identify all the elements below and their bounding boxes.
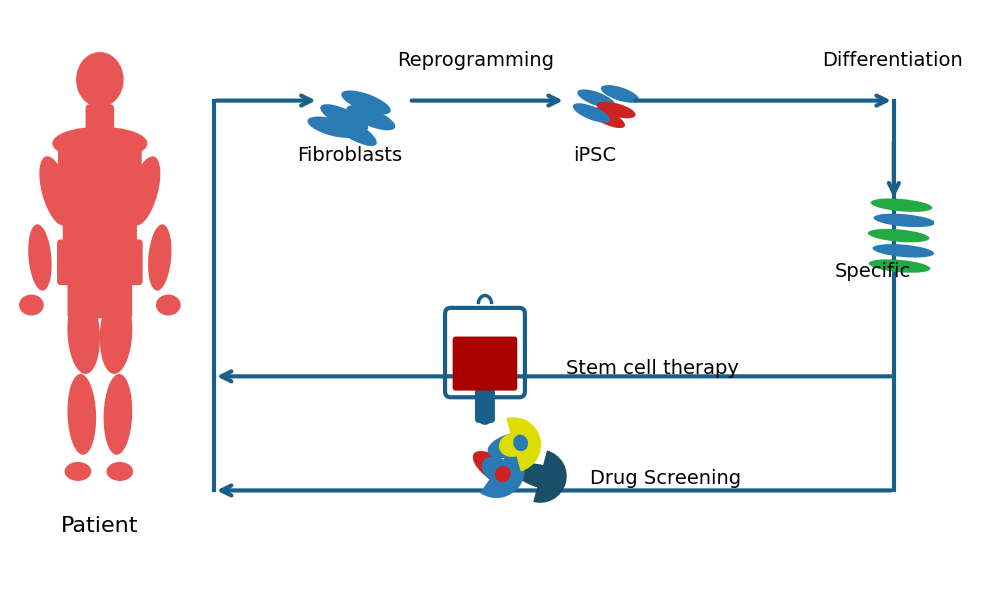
Ellipse shape <box>472 451 520 488</box>
FancyBboxPatch shape <box>85 104 114 131</box>
Wedge shape <box>533 450 567 503</box>
FancyBboxPatch shape <box>58 144 141 209</box>
FancyBboxPatch shape <box>63 197 136 252</box>
Ellipse shape <box>869 259 930 273</box>
Text: Specific: Specific <box>835 262 911 281</box>
Ellipse shape <box>129 156 160 225</box>
Text: Stem cell therapy: Stem cell therapy <box>566 359 738 378</box>
Ellipse shape <box>342 90 391 114</box>
Ellipse shape <box>488 431 539 458</box>
Ellipse shape <box>320 104 368 131</box>
FancyBboxPatch shape <box>57 240 142 285</box>
Ellipse shape <box>479 415 491 425</box>
Ellipse shape <box>588 108 625 128</box>
Ellipse shape <box>871 199 932 212</box>
Ellipse shape <box>482 456 511 483</box>
Ellipse shape <box>39 156 71 225</box>
Text: Drug Screening: Drug Screening <box>589 469 740 488</box>
Ellipse shape <box>307 117 358 138</box>
Ellipse shape <box>514 434 528 451</box>
Ellipse shape <box>874 214 935 227</box>
Ellipse shape <box>103 374 133 455</box>
Ellipse shape <box>52 126 147 160</box>
FancyBboxPatch shape <box>475 389 495 423</box>
Text: Patient: Patient <box>61 516 138 536</box>
Text: Differentiation: Differentiation <box>823 51 963 70</box>
Ellipse shape <box>601 85 639 103</box>
Text: Reprogramming: Reprogramming <box>397 51 554 70</box>
Ellipse shape <box>65 462 91 481</box>
Ellipse shape <box>100 293 133 374</box>
Ellipse shape <box>148 224 172 291</box>
Wedge shape <box>507 417 541 472</box>
Ellipse shape <box>873 244 934 258</box>
Ellipse shape <box>156 295 181 315</box>
FancyBboxPatch shape <box>453 337 518 390</box>
Ellipse shape <box>347 105 396 130</box>
Ellipse shape <box>28 224 52 291</box>
Text: iPSC: iPSC <box>573 146 616 165</box>
Ellipse shape <box>540 470 554 486</box>
Ellipse shape <box>868 229 929 243</box>
Ellipse shape <box>499 433 528 457</box>
Ellipse shape <box>577 89 615 108</box>
Ellipse shape <box>106 462 134 481</box>
Ellipse shape <box>516 463 565 489</box>
Ellipse shape <box>76 52 124 108</box>
Ellipse shape <box>597 102 635 119</box>
Ellipse shape <box>331 116 377 146</box>
Ellipse shape <box>573 103 610 123</box>
Ellipse shape <box>495 466 511 482</box>
Ellipse shape <box>19 295 44 315</box>
Ellipse shape <box>68 293 100 374</box>
Ellipse shape <box>526 464 554 488</box>
Wedge shape <box>480 446 525 498</box>
FancyBboxPatch shape <box>68 282 133 318</box>
FancyBboxPatch shape <box>445 308 525 397</box>
Text: Fibroblasts: Fibroblasts <box>298 146 403 165</box>
Ellipse shape <box>68 374 96 455</box>
